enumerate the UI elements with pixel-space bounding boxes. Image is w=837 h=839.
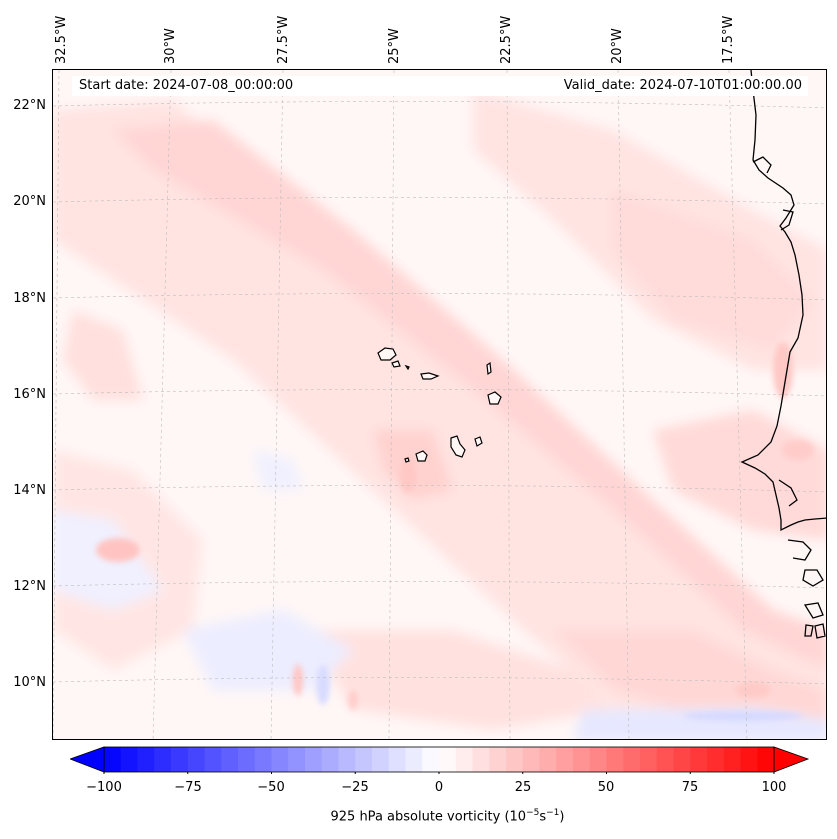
colorbar-min-extend [70,746,105,773]
lon-label-32-5w: 32.5°W [54,15,69,64]
colorbar-cell [221,747,239,772]
colorbar-cell [606,747,624,772]
colorbar-cell [472,747,490,772]
colorbar-cell [104,747,122,772]
colorbar-cell [522,747,540,772]
island-maio [474,436,483,447]
coastlines [740,70,826,639]
colorbar-tick-label: 25 [514,780,532,795]
colorbar-tick-label: −100 [86,780,122,795]
colorbar-cell [539,747,557,772]
lon-label-22-5w: 22.5°W [499,15,514,64]
lon-label-27-5w: 27.5°W [276,15,291,64]
colorbar-cell [321,747,339,772]
colorbar-cell [187,747,205,772]
lat-label-14n: 14°N [13,483,46,498]
title-bar [72,76,808,96]
colorbar-tick-label: −75 [174,780,202,795]
colorbar-label: 925 hPa absolute vorticity (10−5s−1) [330,808,565,825]
colorbar-cell [740,747,758,772]
vorticity-map [53,70,826,739]
colorbar-cell [405,747,423,772]
colorbar-cell [288,747,306,772]
colorbar-cell [439,747,457,772]
start-date-label: Start date: 2024-07-08_00:00:00 [79,78,294,93]
colorbar-cell [154,747,172,772]
colorbar-cell [556,747,574,772]
colorbar-cell [673,747,691,772]
colorbar-tick-label: 0 [434,780,444,795]
colorbar-cell [254,747,272,772]
colorbar-cell [204,747,222,772]
colorbar-cell [506,747,524,772]
colorbar-cell [573,747,591,772]
lon-label-17-5w: 17.5°W [721,15,736,64]
graticule [53,70,826,739]
lat-label-16n: 16°N [13,387,46,402]
colorbar-cell [489,747,507,772]
map-area[interactable] [52,69,827,740]
colorbar-cell [422,747,440,772]
lat-label-22n: 22°N [13,98,46,113]
colorbar-cell [238,747,256,772]
cape-verde-islands [377,347,502,463]
colorbar-cell [656,747,674,772]
colorbar-tick-label: −50 [257,780,285,795]
colorbar-tick-label: 50 [597,780,615,795]
colorbar-cell [372,747,390,772]
island-boa-vista [487,391,502,405]
colorbar-cell [623,747,641,772]
lat-label-18n: 18°N [13,291,46,306]
island-sao-nicolau [420,372,440,380]
lon-label-25w: 25°W [387,28,402,64]
colorbar-cell [338,747,356,772]
colorbar-cell [707,747,725,772]
colorbar-max-extend [773,746,810,773]
lat-label-12n: 12°N [13,579,46,594]
colorbar-cell [120,747,138,772]
colorbar-tick-label: 75 [681,780,699,795]
colorbar-tick-label: 100 [761,780,787,795]
island-santiago [450,435,466,458]
valid-date-label: Valid_date: 2024-07-10T01:00:00.00 [563,78,802,93]
colorbar-cell [640,747,658,772]
colorbar-cell [305,747,323,772]
lon-label-20w: 20°W [610,28,625,64]
colorbar-cell [757,747,775,772]
colorbar-ticks [103,772,775,774]
colorbar-cell [455,747,473,772]
colorbar [70,746,810,774]
island-fogo [415,450,428,462]
colorbar-tick-label: −25 [341,780,369,795]
vorticity-small-features [96,342,814,721]
colorbar-cells [104,747,775,772]
colorbar-cell [723,747,741,772]
colorbar-cell [355,747,373,772]
island-brava [404,457,410,463]
colorbar-cell [137,747,155,772]
island-santo-antao [377,347,397,361]
island-sao-vicente [391,360,401,368]
lat-label-10n: 10°N [13,675,46,690]
colorbar-cell [589,747,607,772]
colorbar-cell [171,747,189,772]
vorticity-field [53,90,826,739]
colorbar-cell [271,747,289,772]
island-sal [486,361,492,376]
lon-label-30w: 30°W [163,28,178,64]
african-coastline [740,70,826,532]
colorbar-cell [690,747,708,772]
lat-label-20n: 20°N [13,194,46,209]
island-santa-luzia [404,364,410,371]
colorbar-cell [388,747,406,772]
